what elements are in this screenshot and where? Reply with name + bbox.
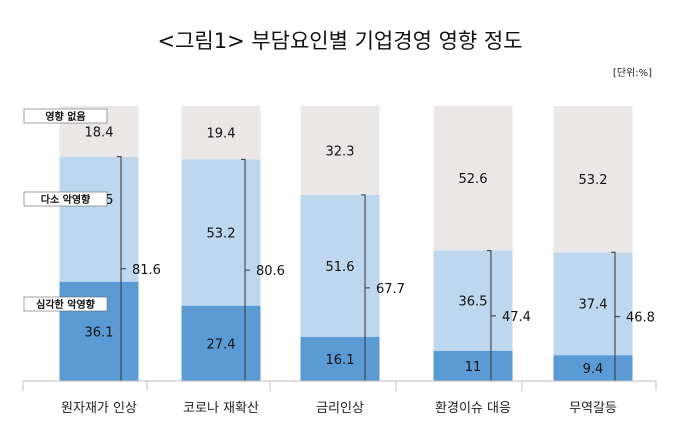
unit-label: [단위:%] xyxy=(613,66,652,79)
bar-segment-1-5 xyxy=(553,355,633,381)
data-label: 16.1 xyxy=(326,353,355,368)
bar-segment-2-3 xyxy=(300,194,380,337)
legend-item: 영향 없음 xyxy=(23,108,108,124)
data-label: 9.4 xyxy=(583,362,604,377)
bar-segment-2-2 xyxy=(181,159,261,306)
total-label: 67.7 xyxy=(376,282,405,297)
chart-title: <그림1> 부담요인별 기업경영 영향 정도 xyxy=(157,29,522,53)
data-label: 37.4 xyxy=(579,298,608,313)
legend-label: 영향 없음 xyxy=(45,110,85,123)
bar-segment-3-2 xyxy=(181,106,261,160)
bar-segment-1-4 xyxy=(433,350,513,381)
data-label: 53.2 xyxy=(207,227,236,242)
bar-segment-2-4 xyxy=(433,250,513,351)
data-label: 32.3 xyxy=(326,144,355,159)
category-label: 금리인상 xyxy=(316,401,364,416)
data-label: 52.6 xyxy=(459,172,488,187)
bar-segment-2-5 xyxy=(553,252,633,356)
data-label: 18.4 xyxy=(85,125,114,140)
category-label: 원자재가 인상 xyxy=(61,401,137,416)
legend-item: 다소 악영향 xyxy=(23,191,108,207)
data-label: 36.5 xyxy=(459,295,488,310)
data-label: 19.4 xyxy=(207,127,236,142)
legend-box xyxy=(23,108,108,124)
data-label: 51.6 xyxy=(326,260,355,275)
data-label: 36.1 xyxy=(85,325,114,340)
total-label: 47.4 xyxy=(502,310,531,325)
legend-label: 다소 악영향 xyxy=(41,193,91,206)
bar-segment-3-3 xyxy=(300,106,380,195)
total-label: 46.8 xyxy=(626,311,655,326)
data-label: 27.4 xyxy=(207,337,236,352)
legend-item: 심각한 악영향 xyxy=(23,296,108,312)
data-label: 11 xyxy=(465,360,482,375)
bar-segment-2-1 xyxy=(59,156,139,282)
category-label: 코로나 재확산 xyxy=(183,401,259,416)
total-label: 81.6 xyxy=(132,263,161,278)
category-label: 무역갈등 xyxy=(569,401,617,416)
bar-segment-3-5 xyxy=(553,106,633,253)
data-label: 53.2 xyxy=(579,173,608,188)
legend-box xyxy=(23,296,108,312)
category-label: 환경이슈 대응 xyxy=(435,401,511,416)
bar-segment-1-2 xyxy=(181,305,261,381)
bar-segment-1-3 xyxy=(300,336,380,381)
legend-box xyxy=(23,191,108,207)
bar-segment-3-4 xyxy=(433,105,513,251)
total-label: 80.6 xyxy=(256,264,285,279)
legend-label: 심각한 악영향 xyxy=(36,298,95,311)
